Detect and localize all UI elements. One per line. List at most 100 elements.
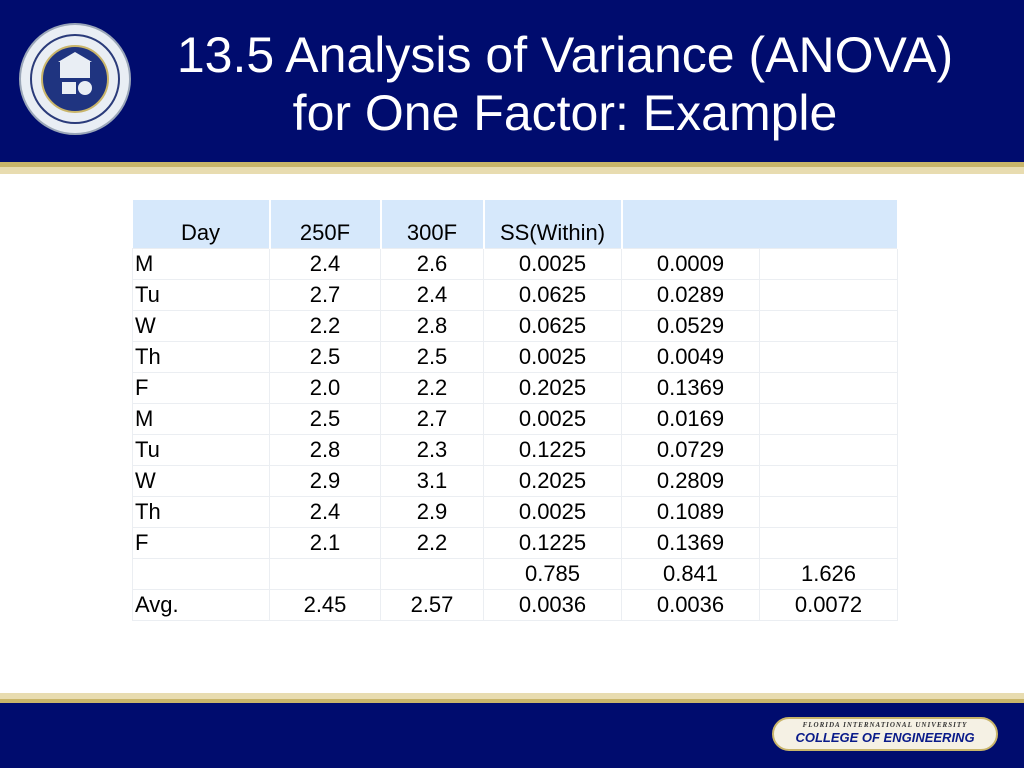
cell-ss-total xyxy=(759,310,898,342)
cell-ss-total xyxy=(759,465,898,497)
cell-ss-total xyxy=(759,403,898,435)
table-row: W 2.9 3.1 0.2025 0.2809 xyxy=(132,465,898,497)
table-header-row: Day 250F 300F SS(Within) xyxy=(132,200,899,249)
cell-250f: 2.1 xyxy=(269,527,381,559)
cell-day: M xyxy=(132,248,270,280)
table-row: F 2.1 2.2 0.1225 0.1369 xyxy=(132,527,898,559)
cell-300f: 2.3 xyxy=(380,434,484,466)
cell-ss-total xyxy=(759,279,898,311)
cell-250f: 2.8 xyxy=(269,434,381,466)
cell-300f: 2.5 xyxy=(380,341,484,373)
cell-250f: 2.5 xyxy=(269,403,381,435)
header-blank xyxy=(621,200,899,249)
cell-ss-300f: 0.1369 xyxy=(621,372,760,404)
header-light-stripe xyxy=(0,167,1024,174)
badge-university-name: FLORIDA INTERNATIONAL UNIVERSITY xyxy=(802,721,968,729)
cell-day: W xyxy=(132,465,270,497)
table-row: Tu 2.7 2.4 0.0625 0.0289 xyxy=(132,279,898,311)
cell-ss-250f: 0.785 xyxy=(483,558,622,590)
cell-day: F xyxy=(132,372,270,404)
cell-day: Tu xyxy=(132,279,270,311)
cell-day: Th xyxy=(132,496,270,528)
cell-300f: 2.9 xyxy=(380,496,484,528)
cell-300f: 2.4 xyxy=(380,279,484,311)
college-badge: FLORIDA INTERNATIONAL UNIVERSITY COLLEGE… xyxy=(772,717,998,751)
footer-light-stripe xyxy=(0,693,1024,699)
footer-gold-stripe xyxy=(0,699,1024,703)
slide-title: 13.5 Analysis of Variance (ANOVA) for On… xyxy=(105,26,1024,142)
cell-300f: 2.7 xyxy=(380,403,484,435)
cell-ss-300f: 0.0289 xyxy=(621,279,760,311)
cell-300f: 2.6 xyxy=(380,248,484,280)
cell-day: Th xyxy=(132,341,270,373)
cell-day: Tu xyxy=(132,434,270,466)
slide-header xyxy=(0,0,1024,162)
cell-300f: 2.2 xyxy=(380,527,484,559)
cell-ss-300f: 0.0529 xyxy=(621,310,760,342)
cell-250f: 2.5 xyxy=(269,341,381,373)
table-row: W 2.2 2.8 0.0625 0.0529 xyxy=(132,310,898,342)
cell-250f: 2.2 xyxy=(269,310,381,342)
cell-ss-300f: 0.841 xyxy=(621,558,760,590)
table-row: Th 2.5 2.5 0.0025 0.0049 xyxy=(132,341,898,373)
table-row-average: Avg. 2.45 2.57 0.0036 0.0036 0.0072 xyxy=(132,589,898,621)
cell-ss-250f: 0.1225 xyxy=(483,434,622,466)
cell-ss-300f: 0.1089 xyxy=(621,496,760,528)
cell-ss-250f: 0.0025 xyxy=(483,248,622,280)
cell-300f: 2.2 xyxy=(380,372,484,404)
cell-day: M xyxy=(132,403,270,435)
cell-300f: 2.8 xyxy=(380,310,484,342)
badge-college-name: COLLEGE OF ENGINEERING xyxy=(795,730,975,745)
cell-250f: 2.7 xyxy=(269,279,381,311)
cell-ss-250f: 0.0025 xyxy=(483,403,622,435)
cell-ss-total xyxy=(759,372,898,404)
header-300f: 300F xyxy=(380,200,485,249)
table-row: M 2.5 2.7 0.0025 0.0169 xyxy=(132,403,898,435)
cell-ss-300f: 0.0036 xyxy=(621,589,760,621)
cell-ss-300f: 0.1369 xyxy=(621,527,760,559)
cell-250f: 2.9 xyxy=(269,465,381,497)
cell-day: W xyxy=(132,310,270,342)
cell-300f: 2.57 xyxy=(380,589,484,621)
table-row: M 2.4 2.6 0.0025 0.0009 xyxy=(132,248,898,280)
cell-ss-300f: 0.0729 xyxy=(621,434,760,466)
cell-ss-total xyxy=(759,527,898,559)
cell-day xyxy=(132,558,270,590)
header-250f: 250F xyxy=(269,200,382,249)
cell-ss-total: 1.626 xyxy=(759,558,898,590)
cell-300f xyxy=(380,558,484,590)
anova-data-table: Day 250F 300F SS(Within) M 2.4 2.6 0.002… xyxy=(132,200,899,621)
cell-ss-250f: 0.0025 xyxy=(483,341,622,373)
cell-ss-250f: 0.0025 xyxy=(483,496,622,528)
cell-250f: 2.0 xyxy=(269,372,381,404)
university-seal-icon xyxy=(19,23,131,135)
cell-ss-250f: 0.0036 xyxy=(483,589,622,621)
cell-300f: 3.1 xyxy=(380,465,484,497)
cell-ss-250f: 0.2025 xyxy=(483,372,622,404)
cell-day: F xyxy=(132,527,270,559)
header-gold-stripe xyxy=(0,162,1024,167)
cell-ss-300f: 0.0169 xyxy=(621,403,760,435)
cell-ss-total xyxy=(759,434,898,466)
cell-day: Avg. xyxy=(132,589,270,621)
header-ss-within: SS(Within) xyxy=(483,200,623,249)
cell-250f: 2.45 xyxy=(269,589,381,621)
cell-ss-300f: 0.0049 xyxy=(621,341,760,373)
cell-ss-250f: 0.0625 xyxy=(483,310,622,342)
cell-ss-250f: 0.0625 xyxy=(483,279,622,311)
cell-ss-total xyxy=(759,496,898,528)
cell-ss-300f: 0.2809 xyxy=(621,465,760,497)
table-row: F 2.0 2.2 0.2025 0.1369 xyxy=(132,372,898,404)
table-row: Tu 2.8 2.3 0.1225 0.0729 xyxy=(132,434,898,466)
cell-ss-250f: 0.2025 xyxy=(483,465,622,497)
cell-ss-total xyxy=(759,341,898,373)
header-day: Day xyxy=(132,200,271,249)
table-row-sum: 0.785 0.841 1.626 xyxy=(132,558,898,590)
cell-250f xyxy=(269,558,381,590)
cell-ss-total: 0.0072 xyxy=(759,589,898,621)
cell-250f: 2.4 xyxy=(269,248,381,280)
cell-ss-250f: 0.1225 xyxy=(483,527,622,559)
cell-ss-300f: 0.0009 xyxy=(621,248,760,280)
cell-ss-total xyxy=(759,248,898,280)
title-line-2: for One Factor: Example xyxy=(292,85,838,141)
